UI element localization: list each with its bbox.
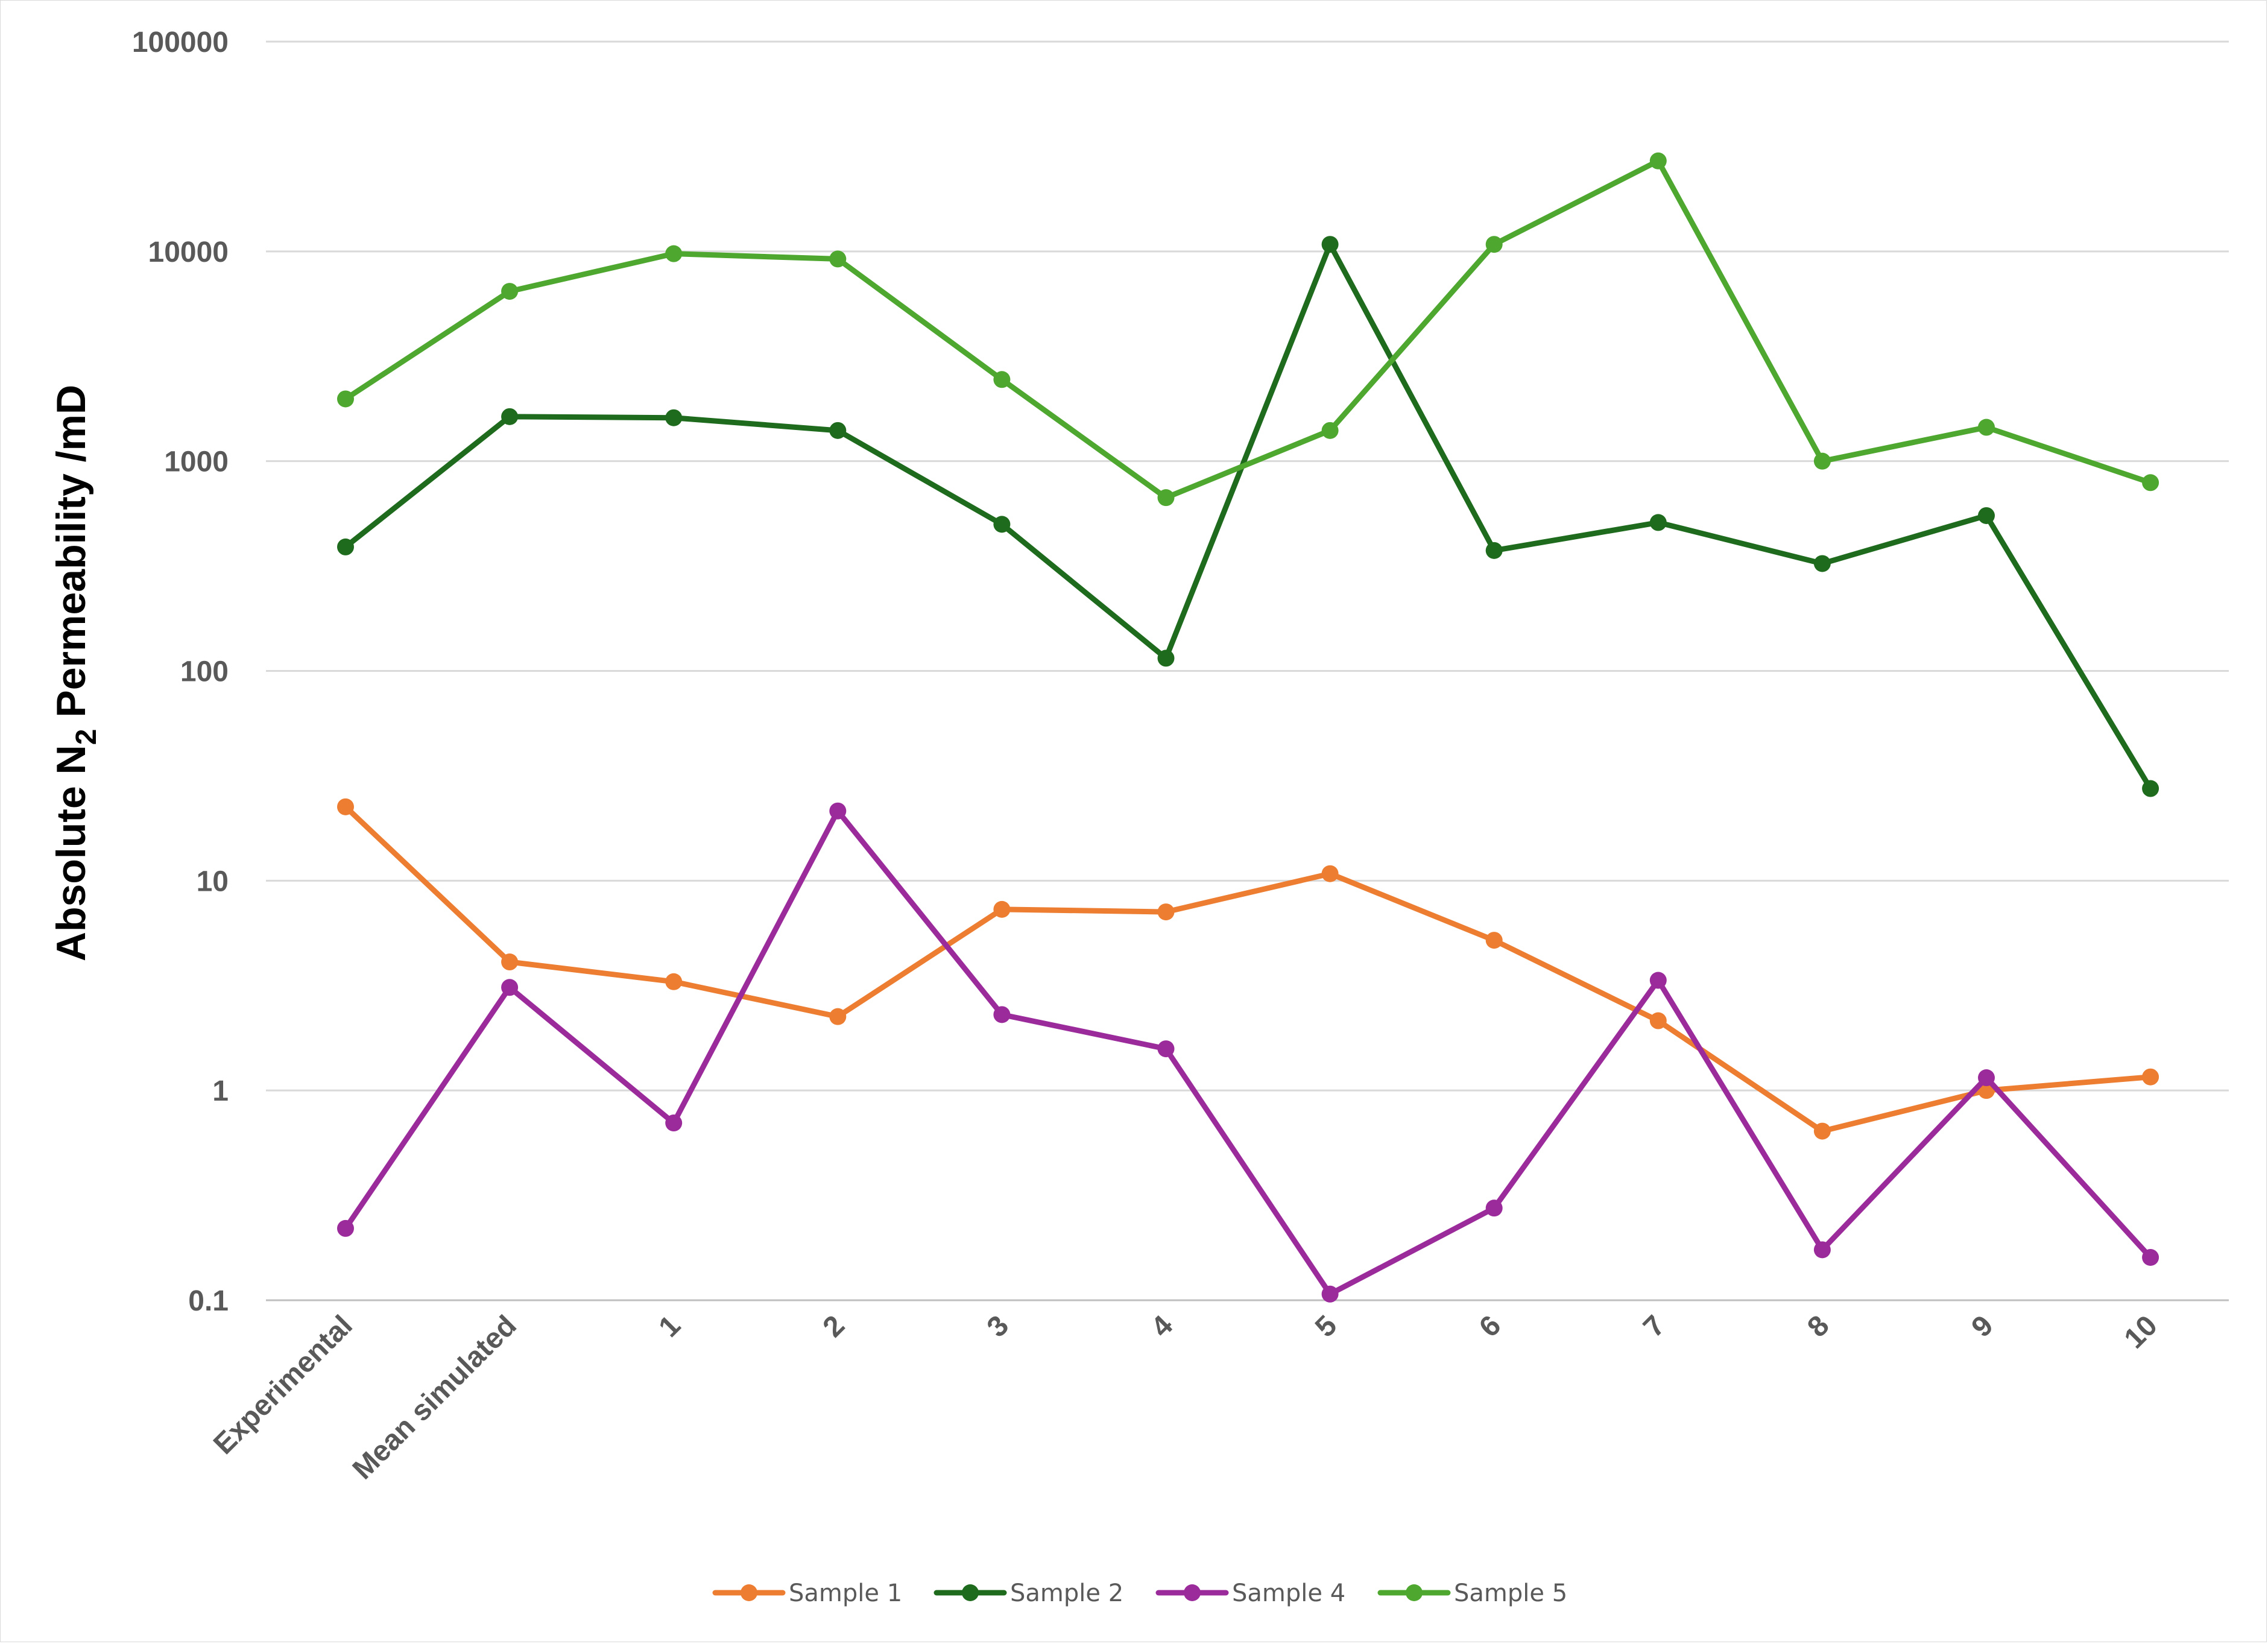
- series-line-sample-1: [343, 804, 2153, 1134]
- data-point-sample-4: [1978, 1069, 1995, 1087]
- data-point-sample-5: [829, 250, 847, 268]
- x-tick-label: 7: [1637, 1309, 1671, 1343]
- data-point-sample-1: [501, 953, 519, 971]
- data-point-sample-4: [1485, 1200, 1503, 1217]
- data-point-sample-1: [1649, 1012, 1667, 1029]
- data-point-sample-2: [501, 408, 519, 425]
- x-tick-label: 1: [653, 1309, 687, 1343]
- legend-label: Sample 4: [1232, 1579, 1345, 1607]
- legend: Sample 1 Sample 2 Sample 4 Sample 5: [712, 1579, 1567, 1607]
- y-axis-label-main: Absolute N: [48, 745, 94, 961]
- data-point-sample-1: [337, 798, 354, 815]
- data-point-sample-4: [1321, 1285, 1339, 1303]
- x-tick-label: 4: [1145, 1309, 1180, 1344]
- data-point-sample-1: [1485, 932, 1503, 949]
- data-point-sample-4: [337, 1219, 354, 1237]
- series-sample-2: [337, 236, 2159, 797]
- x-tick-label: 6: [1473, 1309, 1507, 1343]
- data-point-sample-4: [1649, 972, 1667, 989]
- data-point-sample-2: [1813, 555, 1831, 572]
- x-tick-label: Experimental: [207, 1309, 359, 1461]
- data-point-sample-4: [665, 1114, 683, 1132]
- data-point-sample-2: [1157, 650, 1175, 667]
- data-point-sample-1: [665, 973, 683, 990]
- y-axis-label: Absolute N2 Permeability /mD: [48, 385, 103, 961]
- series-line-sample-5: [343, 158, 2153, 501]
- legend-label: Sample 5: [1454, 1579, 1567, 1607]
- data-point-sample-2: [1978, 507, 1995, 524]
- gridlines: [266, 40, 2229, 1301]
- data-point-sample-5: [1649, 152, 1667, 169]
- data-point-sample-1: [829, 1008, 847, 1025]
- data-point-sample-2: [1485, 542, 1503, 559]
- data-point-sample-2: [1649, 514, 1667, 531]
- data-point-sample-4: [501, 979, 519, 996]
- data-point-sample-5: [993, 371, 1011, 388]
- svg-text:Absolute N2 Permeability /mD: Absolute N2 Permeability /mD: [48, 385, 103, 961]
- data-point-sample-4: [1813, 1241, 1831, 1259]
- data-point-sample-5: [2142, 474, 2159, 492]
- data-point-sample-4: [1157, 1040, 1175, 1058]
- x-tick-label: 10: [2118, 1309, 2164, 1355]
- y-tick-label: 1: [212, 1075, 229, 1107]
- data-point-sample-5: [501, 283, 519, 300]
- y-axis-label-suffix: Permeability /mD: [48, 385, 94, 729]
- legend-item-sample-1: Sample 1: [712, 1579, 902, 1607]
- legend-swatch-marker: [1184, 1584, 1201, 1601]
- data-point-sample-5: [1978, 419, 1995, 436]
- data-point-sample-1: [1321, 865, 1339, 882]
- data-point-sample-2: [2142, 780, 2159, 797]
- data-point-sample-1: [1813, 1122, 1831, 1140]
- y-axis-label-subscript: 2: [71, 729, 103, 745]
- legend-item-sample-2: Sample 2: [933, 1579, 1123, 1607]
- data-point-sample-5: [665, 245, 683, 262]
- y-tick-label: 10: [197, 865, 229, 897]
- series-sample-1: [337, 798, 2159, 1140]
- data-point-sample-1: [993, 900, 1011, 918]
- data-point-sample-4: [2142, 1249, 2159, 1266]
- data-point-sample-5: [1485, 236, 1503, 253]
- x-tick-label: 3: [981, 1309, 1015, 1343]
- x-tick-label: 8: [1801, 1309, 1835, 1343]
- data-point-sample-2: [665, 409, 683, 426]
- data-point-sample-5: [337, 390, 354, 408]
- data-point-sample-5: [1813, 452, 1831, 470]
- x-tick-label: 9: [1965, 1309, 1999, 1343]
- x-tick-label: 5: [1309, 1309, 1343, 1343]
- series-sample-4: [337, 802, 2159, 1303]
- y-tick-label: 10000: [148, 236, 229, 268]
- legend-swatch-marker: [962, 1584, 979, 1601]
- series-line-sample-2: [343, 241, 2153, 792]
- legend-swatch-marker: [1406, 1584, 1423, 1601]
- y-tick-label: 100000: [132, 27, 229, 58]
- y-tick-label: 100: [180, 656, 229, 688]
- legend-swatch-marker: [741, 1584, 757, 1601]
- legend-label: Sample 1: [789, 1579, 902, 1607]
- y-axis-ticks: 100000 10000 1000 100 10 1 0.1: [132, 27, 229, 1317]
- series-lines: [337, 152, 2159, 1303]
- data-point-sample-5: [1157, 489, 1175, 507]
- data-point-sample-4: [829, 802, 847, 820]
- data-point-sample-1: [2142, 1068, 2159, 1086]
- x-tick-label: 2: [817, 1309, 851, 1343]
- y-tick-label: 1000: [164, 446, 229, 478]
- data-point-sample-2: [337, 538, 354, 555]
- legend-item-sample-4: Sample 4: [1155, 1579, 1345, 1607]
- x-tick-label: Mean simulated: [347, 1309, 523, 1485]
- data-point-sample-5: [1321, 422, 1339, 439]
- data-point-sample-2: [829, 422, 847, 439]
- data-point-sample-4: [993, 1006, 1011, 1023]
- series-line-sample-4: [343, 808, 2153, 1297]
- data-point-sample-2: [993, 516, 1011, 533]
- data-point-sample-2: [1321, 236, 1339, 253]
- y-tick-label: 0.1: [188, 1285, 229, 1317]
- legend-label: Sample 2: [1010, 1579, 1123, 1607]
- series-sample-5: [337, 152, 2159, 507]
- data-point-sample-1: [1157, 903, 1175, 921]
- legend-item-sample-5: Sample 5: [1377, 1579, 1567, 1607]
